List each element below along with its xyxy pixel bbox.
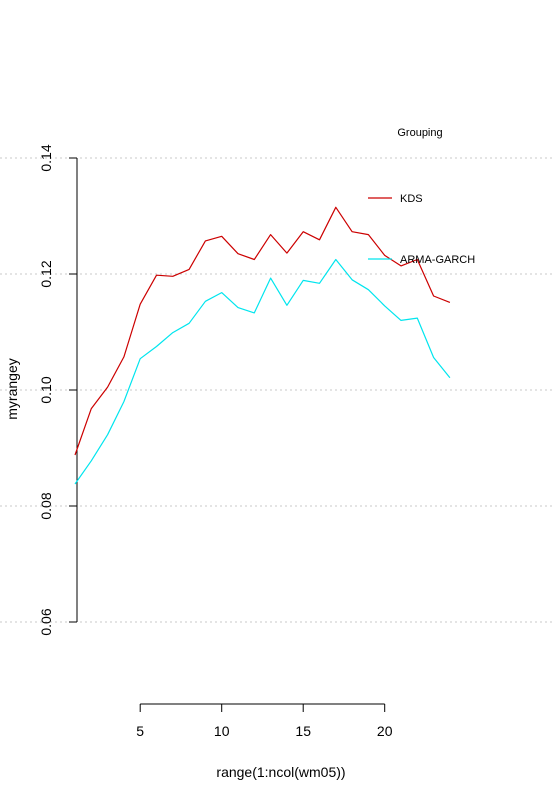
y-axis: 0.06 0.08 0.10 0.12 0.14 xyxy=(38,144,78,636)
x-axis-title: range(1:ncol(wm05)) xyxy=(216,764,345,780)
x-tick-label: 10 xyxy=(214,723,230,739)
x-tick-label: 20 xyxy=(377,723,393,739)
legend-label: KDS xyxy=(400,193,423,205)
legend-label: ARMA-GARCH xyxy=(400,254,475,266)
y-tick-label: 0.08 xyxy=(38,492,54,519)
y-tick-label: 0.06 xyxy=(38,608,54,635)
x-tick-label: 5 xyxy=(136,723,144,739)
y-axis-title: myrangey xyxy=(4,358,20,419)
series-line-arma-garch xyxy=(74,258,451,485)
y-tick-label: 0.10 xyxy=(38,376,54,403)
x-axis: 5 10 15 20 xyxy=(136,703,393,739)
y-tick-label: 0.14 xyxy=(38,144,54,171)
y-tick-label: 0.12 xyxy=(38,260,54,287)
legend: Grouping KDS ARMA-GARCH xyxy=(368,127,475,266)
legend-title: Grouping xyxy=(397,127,442,139)
grid-lines xyxy=(0,157,553,623)
series-lines xyxy=(74,206,451,485)
x-tick-label: 15 xyxy=(295,723,311,739)
series-line-kds xyxy=(74,206,451,456)
